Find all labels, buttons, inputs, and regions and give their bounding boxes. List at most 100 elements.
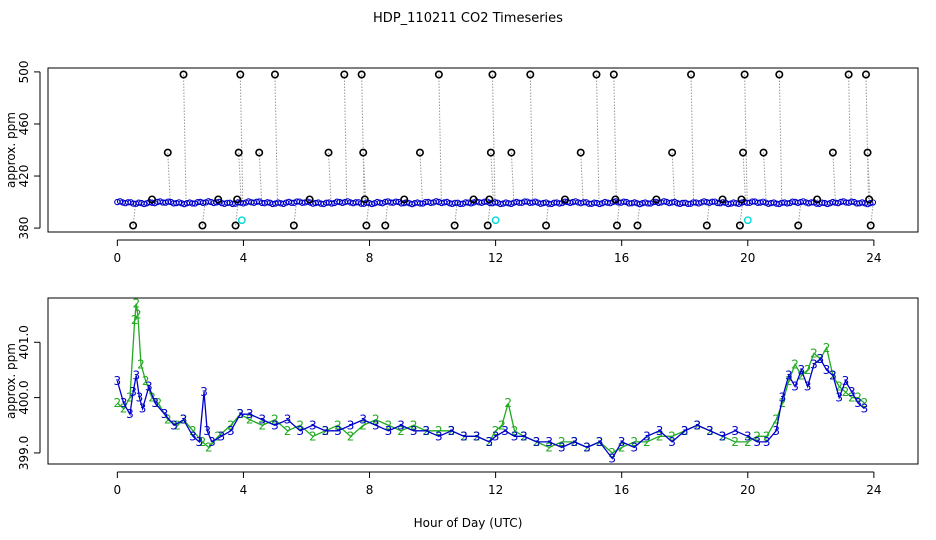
series-2-point: 2 (779, 396, 787, 410)
series-3-point: 3 (731, 424, 739, 438)
outlier-point (612, 221, 621, 230)
series-2-line (116, 303, 865, 454)
series-3-point: 3 (596, 435, 604, 449)
spike-connector (832, 152, 836, 203)
series-3-point: 3 (322, 424, 330, 438)
bottom-x-tick-label: 4 (240, 483, 248, 497)
series-3-point: 3 (372, 418, 380, 432)
outlier-point (270, 70, 279, 79)
series-3-point: 3 (460, 429, 468, 443)
baseline-point (229, 200, 236, 208)
series-3-point: 3 (694, 418, 702, 432)
outlier-point (863, 148, 872, 157)
spike-connector (690, 74, 695, 203)
baseline-point (140, 200, 148, 208)
baseline-point (368, 200, 376, 208)
series-2-point: 2 (861, 396, 869, 410)
baseline-point (205, 198, 212, 205)
top-x-tick-label: 12 (488, 251, 503, 265)
series-2-point: 2 (397, 424, 405, 438)
series-2-point: 2 (630, 435, 638, 449)
outlier-point (609, 70, 618, 79)
bottom-x-tick-label: 0 (114, 483, 122, 497)
outlier-point (359, 148, 368, 157)
outlier-point (179, 70, 188, 79)
baseline-point (339, 199, 346, 207)
baseline-point (759, 198, 767, 205)
series-2-point: 2 (126, 391, 134, 405)
cyan-point (743, 216, 752, 225)
baseline-point (859, 199, 866, 206)
baseline-point (596, 200, 603, 208)
series-3-point: 3 (763, 435, 771, 449)
spike-connector (763, 152, 767, 203)
baseline-point (175, 199, 183, 206)
baseline-point (824, 200, 831, 208)
spike-connector (510, 152, 515, 203)
outlier-point (400, 195, 409, 204)
series-2-point: 2 (492, 424, 500, 438)
series-3-point: 3 (823, 363, 831, 377)
series-3-point: 3 (227, 424, 235, 438)
baseline-point (165, 198, 172, 205)
series-3-point: 3 (334, 424, 342, 438)
series-3-point: 3 (533, 435, 541, 449)
series-2-point: 2 (142, 374, 150, 388)
series-3-point: 3 (798, 363, 806, 377)
outlier-point (687, 70, 696, 79)
series-3-point: 3 (656, 424, 664, 438)
outlier-point (483, 221, 492, 230)
spike-connector (491, 74, 496, 203)
outlier-point (357, 70, 366, 79)
outlier-point (233, 195, 242, 204)
series-2-point: 2 (804, 363, 812, 377)
outlier-point (236, 70, 245, 79)
series-2-point: 2 (309, 429, 317, 443)
series-3-point: 3 (203, 424, 211, 438)
top-x-tick-label: 16 (614, 251, 629, 265)
outlier-point (576, 148, 585, 157)
top-x-tick-label: 20 (740, 251, 755, 265)
bottom-y-tick-label: 400.0 (17, 380, 31, 414)
series-3-point: 3 (422, 424, 430, 438)
spike-connector (490, 152, 494, 203)
outlier-point (305, 195, 314, 204)
series-3-point: 3 (706, 424, 714, 438)
spike-connector (343, 74, 348, 203)
series-2-point: 2 (137, 357, 145, 371)
series-2-point: 2 (347, 429, 355, 443)
outlier-point (289, 221, 298, 230)
series-2-point: 2 (173, 418, 181, 432)
spike-connector (258, 152, 263, 203)
series-3-point: 3 (448, 424, 456, 438)
series-2-point: 2 (791, 357, 799, 371)
outlier-point (813, 195, 822, 204)
series-3-point: 3 (791, 380, 799, 394)
outlier-point (234, 148, 243, 157)
outlier-point (866, 221, 875, 230)
series-2-point: 2 (385, 418, 393, 432)
series-3-point: 3 (139, 402, 147, 416)
baseline-point (684, 200, 692, 208)
series-3-point: 3 (848, 385, 856, 399)
top-y-tick-label: 420 (17, 165, 31, 188)
baseline-point (264, 199, 271, 206)
top-data-marks (114, 70, 877, 230)
series-3-point: 3 (810, 357, 818, 371)
outlier-point (828, 148, 837, 157)
top-x-tick-label: 4 (240, 251, 248, 265)
series-2-point: 2 (134, 308, 142, 322)
baseline-point (660, 198, 668, 205)
series-2-point: 2 (410, 418, 418, 432)
spike-connector (438, 74, 442, 203)
series-3-point: 3 (501, 424, 509, 438)
series-2-point: 2 (120, 402, 128, 416)
series-2-point: 2 (511, 424, 519, 438)
series-3-point: 3 (200, 385, 208, 399)
series-2-point: 2 (545, 440, 553, 454)
outlier-point (668, 148, 677, 157)
spike-connector (183, 74, 187, 203)
spike-connector (419, 152, 423, 203)
